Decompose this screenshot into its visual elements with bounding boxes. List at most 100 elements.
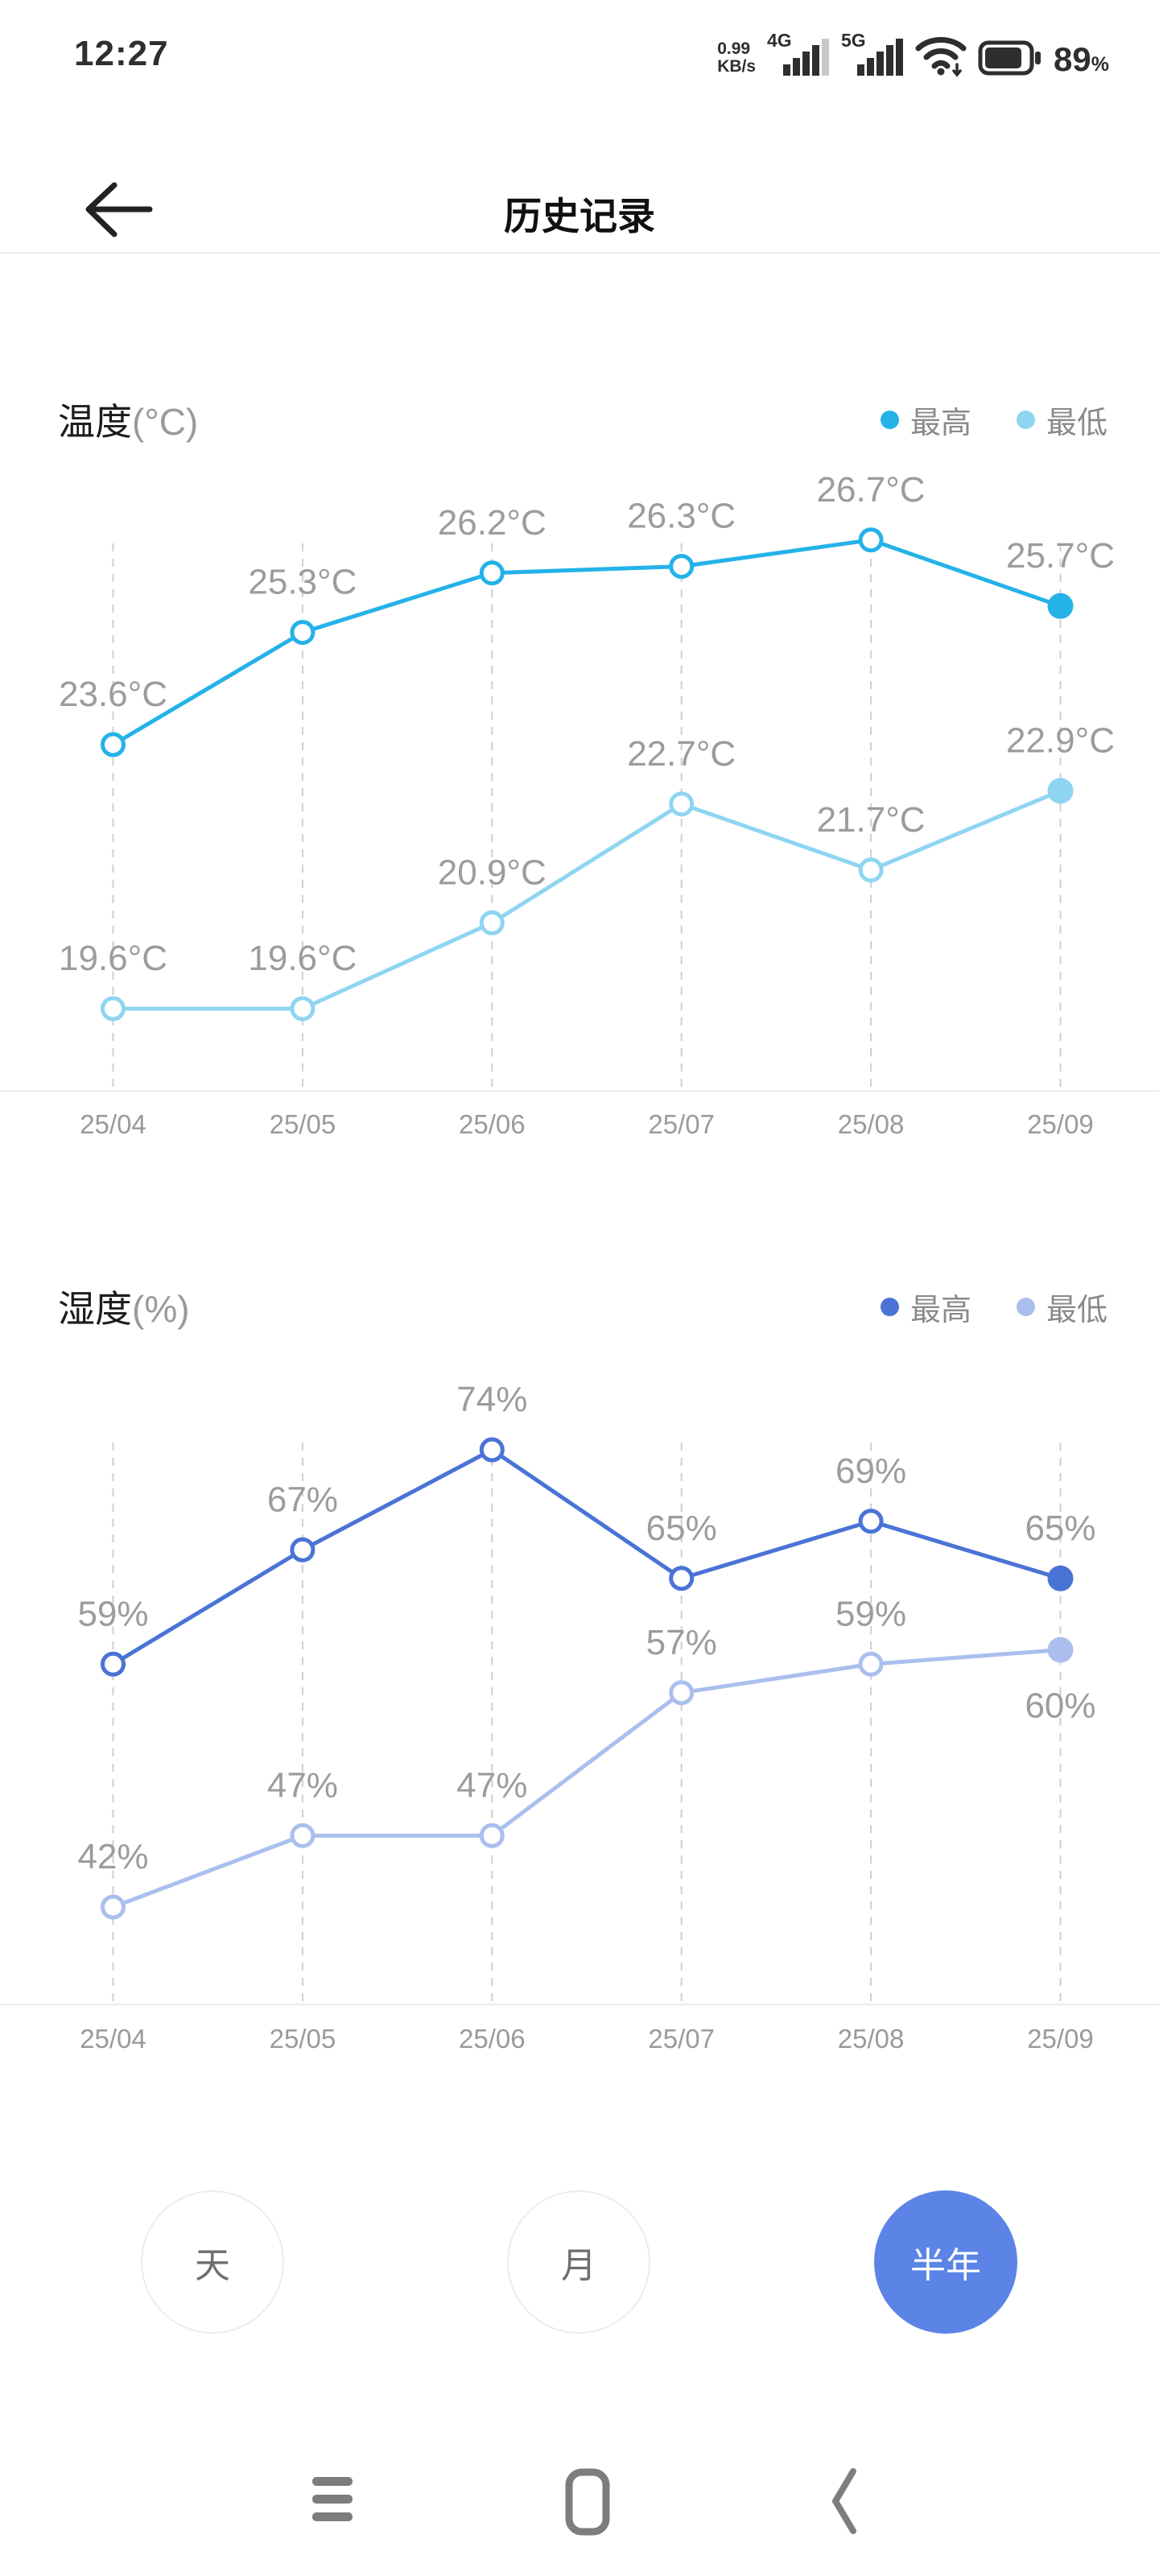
data-point-marker (479, 560, 505, 586)
data-point-label: 42% (77, 1837, 148, 1876)
x-tick-label: 25/08 (838, 2024, 905, 2054)
temp-max-legend-label: 最高 (909, 406, 971, 440)
data-point-label: 19.6°C (59, 939, 167, 978)
data-point-marker (479, 1437, 505, 1463)
home-icon[interactable] (565, 2468, 610, 2536)
data-point-label: 23.6°C (59, 675, 167, 714)
series-line (112, 1648, 1061, 1909)
data-point-marker (290, 1537, 316, 1563)
recents-menu-icon[interactable] (311, 2476, 355, 2523)
x-tick-label: 25/08 (838, 1109, 905, 1139)
wifi-arrow-icon (952, 63, 962, 77)
data-point-label: 69% (835, 1451, 906, 1491)
x-tick-label: 25/06 (459, 1109, 526, 1139)
data-point-marker (290, 620, 316, 646)
x-tick-label: 25/05 (270, 2024, 336, 2054)
system-navbar (0, 2447, 1159, 2560)
data-point-marker (101, 1894, 126, 1920)
period-button-day[interactable]: 天 (141, 2190, 284, 2334)
humidity-title-unit: (%) (132, 1288, 190, 1330)
data-point-label: 65% (1025, 1509, 1095, 1548)
data-point-label: 25.7°C (1006, 536, 1115, 576)
data-point-label: 21.7°C (817, 800, 926, 840)
data-point-label: 47% (456, 1765, 527, 1805)
x-tick-label: 25/06 (459, 2024, 526, 2054)
data-point-label: 57% (646, 1623, 717, 1662)
data-point-label: 22.7°C (627, 734, 736, 774)
battery-percent-sign: % (1091, 53, 1109, 76)
legend-item-humidity-min: 最低 (1016, 1285, 1107, 1329)
data-point-label: 65% (646, 1509, 717, 1548)
data-point-marker (101, 996, 126, 1022)
header-divider (0, 252, 1159, 254)
temperature-legend: 最高 最低 (880, 398, 1107, 442)
x-tick-label: 25/09 (1027, 2024, 1094, 2054)
data-point-label: 26.3°C (627, 497, 736, 536)
period-selector: 天 月 半年 (0, 2190, 1159, 2334)
period-button-month[interactable]: 月 (507, 2190, 650, 2334)
data-point-label: 60% (1025, 1686, 1095, 1726)
humidity-title-text: 湿度 (58, 1288, 132, 1330)
x-tick-label: 25/09 (1027, 1109, 1094, 1139)
battery-percent-value: 89 (1054, 40, 1091, 78)
series-line (112, 538, 1062, 747)
data-point-label: 22.9°C (1006, 720, 1115, 760)
data-point-marker (669, 554, 695, 580)
page-title: 历史记录 (504, 195, 655, 237)
humidity-max-legend-dot-icon (880, 1297, 899, 1316)
x-tick-label: 25/04 (80, 2024, 146, 2054)
data-point-label: 20.9°C (438, 852, 547, 892)
temperature-title: 温度(°C) (58, 393, 198, 446)
data-point-label: 26.7°C (817, 470, 926, 510)
data-point-label: 25.3°C (248, 563, 357, 602)
temp-min-legend-dot-icon (1016, 410, 1035, 429)
humidity-section-header: 湿度(%) 最高 最低 (58, 1282, 1107, 1331)
x-tick-label: 25/07 (648, 2024, 715, 2054)
data-point-marker (669, 1566, 695, 1591)
data-point-marker (858, 1651, 884, 1677)
data-point-label: 67% (267, 1480, 338, 1519)
data-point-label: 59% (835, 1594, 906, 1633)
data-point-marker (290, 1823, 316, 1848)
series-line (112, 1447, 1062, 1666)
back-nav-icon[interactable] (827, 2466, 860, 2537)
data-point-marker (479, 910, 505, 935)
signal-5g-icon: 5G (841, 31, 904, 76)
sim2-label: 5G (841, 31, 866, 51)
humidity-title: 湿度(%) (58, 1280, 190, 1333)
series-line (113, 789, 1062, 1011)
legend-item-temp-min: 最低 (1016, 398, 1107, 442)
data-point-marker (290, 996, 316, 1022)
data-point-marker (101, 1651, 126, 1677)
data-point-label: 26.2°C (438, 503, 547, 543)
temperature-chart: 25/04 25/05 25/06 25/07 25/08 25/09 23.6°C 25.3… (0, 470, 1159, 1139)
data-point-marker (858, 1509, 884, 1534)
data-point-label: 59% (77, 1594, 148, 1633)
temperature-title-unit: (°C) (132, 401, 199, 443)
network-speed-unit: KB/s (717, 57, 757, 76)
x-tick-label: 25/04 (80, 1109, 146, 1139)
temperature-title-text: 温度 (58, 401, 132, 443)
battery-icon (978, 40, 1041, 76)
humidity-max-legend-label: 最高 (909, 1293, 971, 1327)
humidity-legend: 最高 最低 (880, 1285, 1107, 1329)
data-point-marker (858, 857, 884, 883)
data-point-marker (1047, 592, 1074, 619)
temp-min-legend-label: 最低 (1046, 406, 1107, 440)
data-point-marker (858, 527, 884, 553)
signal-4g-icon: 4G (767, 31, 830, 76)
data-point-marker (101, 732, 126, 758)
humidity-min-legend-label: 最低 (1046, 1293, 1107, 1327)
data-point-marker (479, 1823, 505, 1848)
data-point-label: 19.6°C (248, 939, 357, 978)
sim1-label: 4G (767, 31, 792, 51)
humidity-min-legend-dot-icon (1016, 1297, 1035, 1316)
legend-item-temp-max: 最高 (880, 398, 971, 442)
data-point-marker (1047, 1565, 1074, 1591)
back-arrow-icon[interactable] (79, 179, 159, 240)
status-time: 12:27 (74, 34, 169, 73)
network-speed-value: 0.99 (717, 39, 751, 58)
period-button-half-year[interactable]: 半年 (874, 2190, 1017, 2334)
humidity-chart: 25/04 25/05 25/06 25/07 25/08 25/09 59% 67% 74% 6… (0, 1380, 1159, 2054)
data-point-label: 47% (267, 1765, 338, 1805)
